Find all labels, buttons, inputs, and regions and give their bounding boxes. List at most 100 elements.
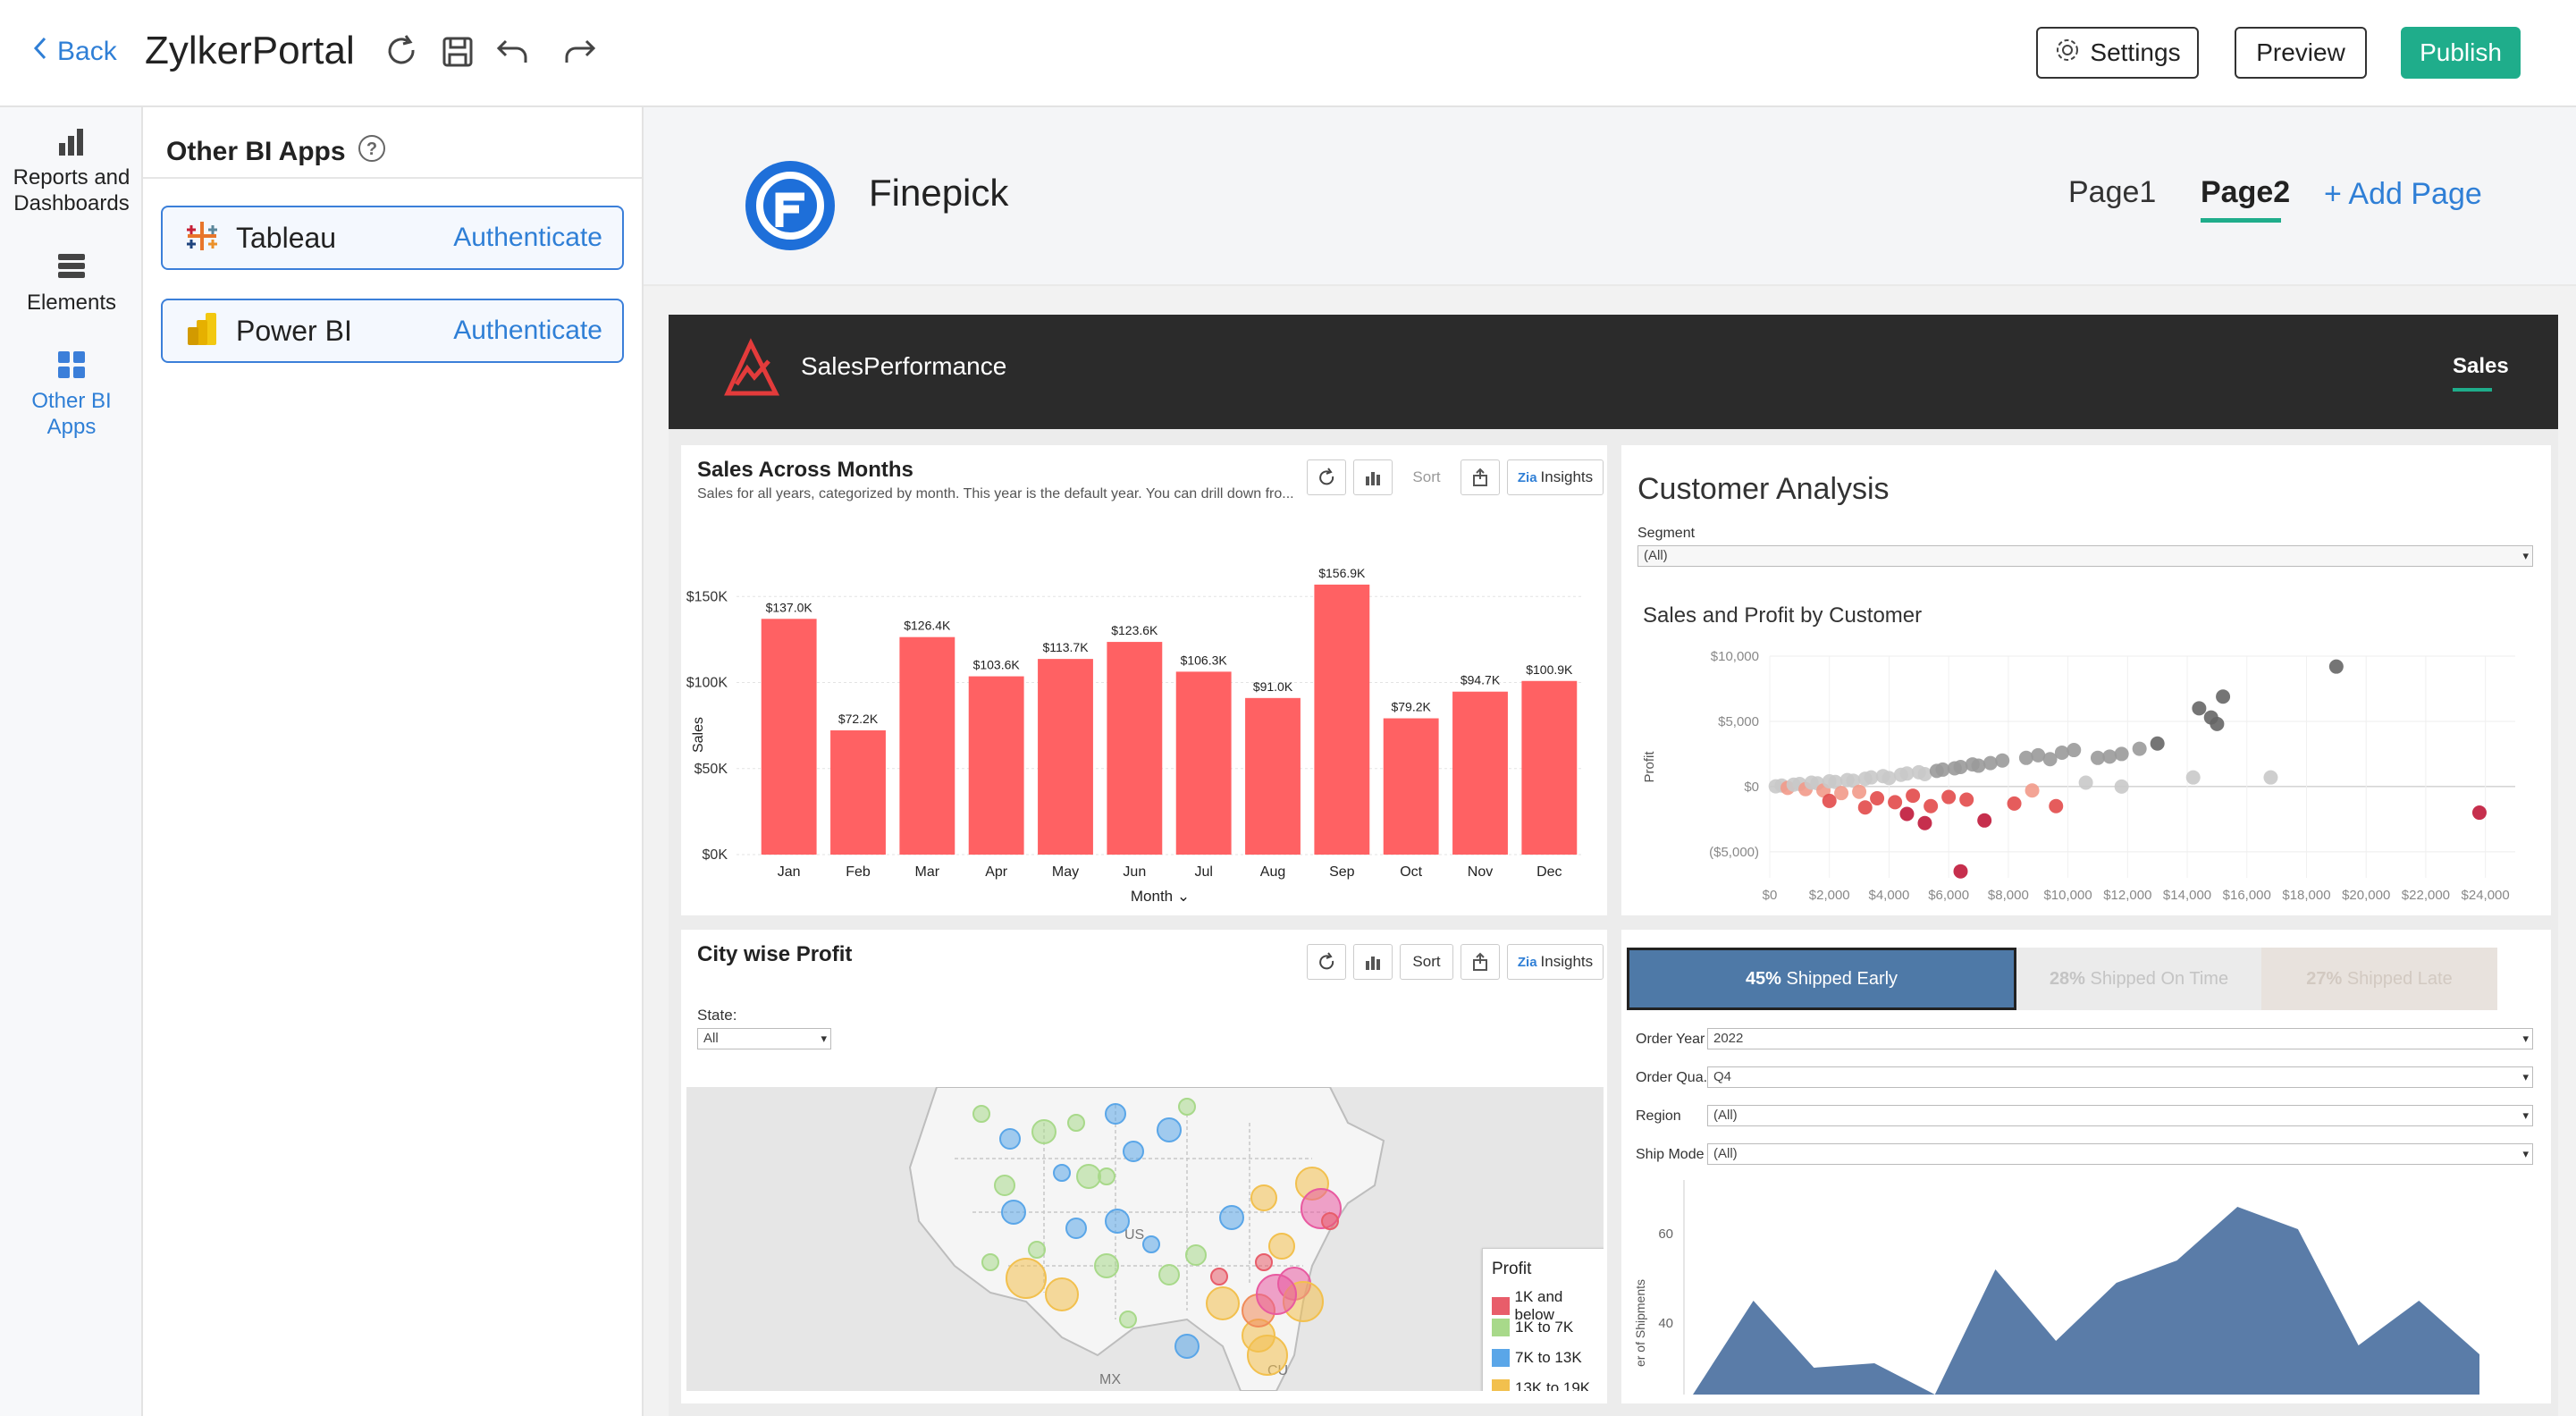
map-bubble[interactable] xyxy=(1185,1244,1207,1266)
insights-button[interactable]: Zia Insights xyxy=(1507,944,1604,980)
scatter-point[interactable] xyxy=(2031,747,2046,763)
authenticate-link[interactable]: Authenticate xyxy=(453,223,602,252)
scatter-point[interactable] xyxy=(2471,805,2487,821)
scatter-point[interactable] xyxy=(1852,784,1867,799)
scatter-point[interactable] xyxy=(1828,774,1843,789)
scatter-point[interactable] xyxy=(1870,791,1885,806)
scatter-point[interactable] xyxy=(1834,786,1849,801)
map-bubble[interactable] xyxy=(972,1105,990,1123)
map-bubble[interactable] xyxy=(1321,1212,1339,1230)
scatter-point[interactable] xyxy=(1881,771,1897,786)
map-bubble[interactable] xyxy=(1105,1103,1126,1125)
scatter-point[interactable] xyxy=(2328,659,2344,674)
preview-button[interactable]: Preview xyxy=(2235,27,2367,79)
ship-mode-select[interactable]: (All) xyxy=(1707,1143,2533,1165)
scatter-point[interactable] xyxy=(2263,770,2278,785)
scatter-point[interactable] xyxy=(2114,746,2129,762)
help-icon[interactable]: ? xyxy=(357,133,387,171)
bar[interactable] xyxy=(1245,697,1301,855)
bi-app-tableau[interactable]: Tableau Authenticate xyxy=(161,206,624,270)
legend-item[interactable]: 1K to 7K xyxy=(1492,1319,1573,1336)
publish-button[interactable]: Publish xyxy=(2401,27,2521,79)
bar[interactable] xyxy=(1038,659,1093,855)
scatter-point[interactable] xyxy=(1899,766,1915,781)
dashboard-nav-sales[interactable]: Sales xyxy=(2453,354,2509,378)
map-bubble[interactable] xyxy=(999,1128,1021,1150)
bar[interactable] xyxy=(1107,642,1163,855)
map-bubble[interactable] xyxy=(981,1253,999,1271)
order-year-select[interactable]: 2022 xyxy=(1707,1028,2533,1049)
scatter-point[interactable] xyxy=(2150,736,2165,751)
bar[interactable] xyxy=(830,730,886,855)
map-bubble[interactable] xyxy=(1006,1258,1047,1299)
scatter-point[interactable] xyxy=(1935,762,1950,777)
order-quarter-select[interactable]: Q4 xyxy=(1707,1066,2533,1088)
map-bubble[interactable] xyxy=(1067,1114,1085,1132)
map-bubble[interactable] xyxy=(1256,1274,1297,1315)
scatter-point[interactable] xyxy=(2102,749,2117,764)
map-bubble[interactable] xyxy=(1123,1141,1144,1162)
scatter-point[interactable] xyxy=(2114,779,2129,794)
scatter-point[interactable] xyxy=(2078,775,2093,790)
chart-type-icon[interactable] xyxy=(1353,944,1393,980)
bar[interactable] xyxy=(1452,691,1508,855)
share-icon[interactable] xyxy=(1461,459,1500,495)
map-bubble[interactable] xyxy=(1119,1311,1137,1328)
scatter-point[interactable] xyxy=(1941,789,1957,805)
map-bubble[interactable] xyxy=(1142,1235,1160,1253)
map-bubble[interactable] xyxy=(1094,1253,1119,1278)
add-page-button[interactable]: + Add Page xyxy=(2324,177,2482,211)
insights-button[interactable]: Zia Insights xyxy=(1507,459,1604,495)
rail-item-elements[interactable]: Elements xyxy=(0,250,143,316)
map-bubble[interactable] xyxy=(1001,1200,1026,1225)
authenticate-link[interactable]: Authenticate xyxy=(453,316,602,345)
scatter-point[interactable] xyxy=(1924,798,1939,813)
map-bubble[interactable] xyxy=(1045,1277,1079,1311)
refresh-icon[interactable] xyxy=(383,32,422,72)
scatter-point[interactable] xyxy=(1977,813,1992,828)
scatter-point[interactable] xyxy=(1995,753,2010,768)
map-bubble[interactable] xyxy=(1031,1119,1056,1144)
bi-app-power-bi[interactable]: Power BI Authenticate xyxy=(161,299,624,363)
scatter-point[interactable] xyxy=(1917,767,1932,782)
chart-type-icon[interactable] xyxy=(1353,459,1393,495)
map-bubble[interactable] xyxy=(1219,1205,1244,1230)
map-bubble[interactable] xyxy=(1210,1268,1228,1285)
area-series[interactable] xyxy=(1693,1207,2479,1395)
legend-item[interactable]: 1K and below xyxy=(1492,1288,1604,1324)
scatter-point[interactable] xyxy=(2025,783,2040,798)
back-button[interactable]: Back xyxy=(32,36,117,68)
redo-icon[interactable] xyxy=(560,32,599,72)
sort-button[interactable]: Sort xyxy=(1400,459,1453,495)
map-bubble[interactable] xyxy=(994,1175,1015,1196)
bar[interactable] xyxy=(899,636,955,855)
refresh-icon[interactable] xyxy=(1307,459,1346,495)
scatter-point[interactable] xyxy=(1906,788,1921,804)
scatter-point[interactable] xyxy=(1953,760,1968,774)
scatter-point[interactable] xyxy=(1983,755,1998,771)
map-bubble[interactable] xyxy=(1065,1218,1087,1239)
legend-item[interactable]: 13K to 19K xyxy=(1492,1379,1590,1391)
map-bubble[interactable] xyxy=(1076,1164,1101,1189)
shipped-on-time-segment[interactable]: 28% Shipped On Time xyxy=(2016,948,2261,1010)
rail-item-other-bi-apps[interactable]: Other BI Apps xyxy=(0,349,143,440)
undo-icon[interactable] xyxy=(493,32,533,72)
scatter-point[interactable] xyxy=(1971,758,1986,773)
scatter-point[interactable] xyxy=(1857,800,1873,815)
map-bubble[interactable] xyxy=(1206,1286,1240,1320)
segment-select[interactable]: (All) xyxy=(1637,545,2533,567)
scatter-point[interactable] xyxy=(2018,750,2033,765)
scatter-point[interactable] xyxy=(1953,864,1968,879)
save-icon[interactable] xyxy=(438,32,477,72)
map-bubble[interactable] xyxy=(1105,1209,1130,1234)
scatter-point[interactable] xyxy=(1846,773,1861,788)
map-bubble[interactable] xyxy=(1157,1117,1182,1142)
scatter-point[interactable] xyxy=(1864,770,1879,785)
map-bubble[interactable] xyxy=(1098,1167,1115,1185)
map-bubble[interactable] xyxy=(1028,1241,1046,1259)
bar[interactable] xyxy=(1314,584,1370,855)
share-icon[interactable] xyxy=(1461,944,1500,980)
tab-page1[interactable]: Page1 xyxy=(2068,175,2157,209)
scatter-point[interactable] xyxy=(2192,701,2207,716)
